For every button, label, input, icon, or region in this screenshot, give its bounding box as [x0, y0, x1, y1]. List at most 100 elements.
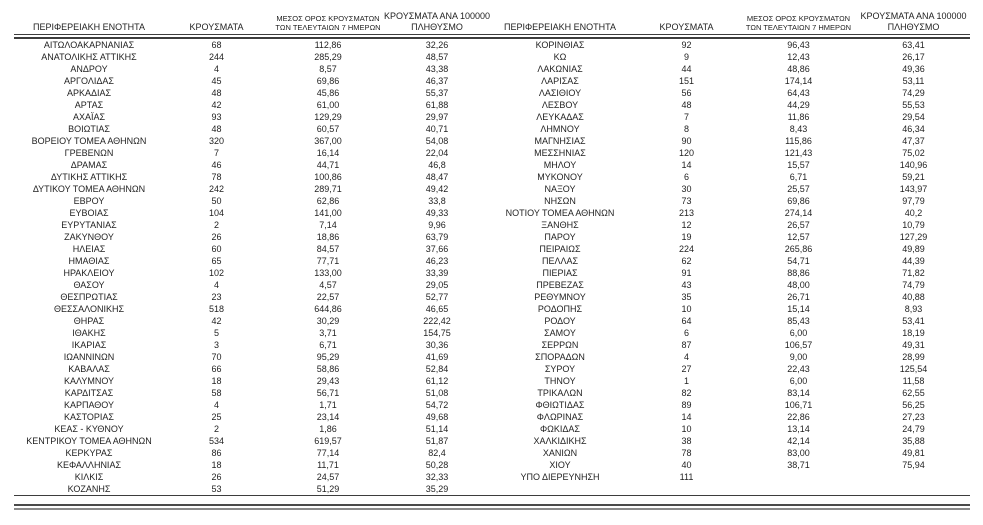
- table-row: ΚΕΑΣ - ΚΥΘΝΟΥ 2 1,86 51,14 ΦΩΚΙΔΑΣ 10 13,14 24,…: [14, 423, 970, 435]
- cell-per100k: 54,08: [425, 136, 449, 146]
- cell-avg7: 11,86: [787, 112, 810, 122]
- cell-region: ΚΑΣΤΟΡΙΑΣ: [64, 412, 114, 422]
- table-row: ΚΕΦΑΛΛΗΝΙΑΣ 18 11,71 50,28 ΧΙΟΥ 40 38,71 75,94: [14, 459, 970, 471]
- cell-avg7: 1,71: [319, 400, 337, 410]
- table-row: ΚΑΛΥΜΝΟΥ 18 29,43 61,12 ΤΗΝΟΥ 1 6,00 11,58: [14, 375, 970, 387]
- cell-region: ΧΑΝΙΩΝ: [542, 448, 578, 458]
- cell-cases: 38: [681, 436, 692, 446]
- cell-avg7: 83,14: [787, 388, 810, 398]
- cell-region: ΚΑΛΥΜΝΟΥ: [63, 376, 115, 386]
- cell-per100k: 51,14: [425, 424, 449, 434]
- cell-per100k: 82,4: [428, 448, 446, 458]
- cell-cases: 14: [681, 412, 692, 422]
- cell-cases: 50: [211, 196, 222, 206]
- cell-cases: 7: [213, 148, 219, 158]
- cell-per100k: 61,12: [425, 376, 449, 386]
- header-region-left: ΠΕΡΙΦΕΡΕΙΑΚΗ ΕΝΟΤΗΤΑ: [14, 8, 164, 34]
- cell-cases: 35: [681, 292, 692, 302]
- cell-avg7: 7,14: [319, 220, 337, 230]
- cell-cases: 48: [681, 100, 692, 110]
- cell-region: ΙΘΑΚΗΣ: [72, 328, 106, 338]
- cell-cases: 89: [681, 400, 692, 410]
- cell-avg7: 274,14: [784, 208, 813, 218]
- cell-cases: 7: [683, 112, 689, 122]
- table-row: ΕΥΡΥΤΑΝΙΑΣ 2 7,14 9,96 ΞΑΝΘΗΣ 12 26,57 10,79: [14, 219, 970, 231]
- cell-region: ΕΒΡΟΥ: [73, 196, 105, 206]
- header-region-label: ΠΕΡΙΦΕΡΕΙΑΚΗ ΕΝΟΤΗΤΑ: [503, 21, 617, 32]
- cell-per100k: 46,65: [425, 304, 449, 314]
- cell-per100k: 9,96: [428, 220, 446, 230]
- cell-per100k: 41,69: [425, 352, 449, 362]
- cell-cases: 6: [683, 328, 689, 338]
- cell-region: ΒΟΙΩΤΙΑΣ: [68, 124, 110, 134]
- cell-avg7: [740, 471, 857, 483]
- cell-region: ΗΡΑΚΛΕΙΟΥ: [63, 268, 115, 278]
- header-region-right: ΠΕΡΙΦΕΡΕΙΑΚΗ ΕΝΟΤΗΤΑ: [487, 8, 633, 34]
- cell-cases: 92: [681, 40, 692, 50]
- cell-cases: 320: [208, 136, 225, 146]
- cell-per100k: 55,53: [902, 100, 925, 110]
- cell-cases: 8: [683, 124, 689, 134]
- cell-per100k: 37,66: [425, 244, 449, 254]
- cell-avg7: 77,71: [316, 256, 340, 266]
- table-row: ΙΘΑΚΗΣ 5 3,71 154,75 ΣΑΜΟΥ 6 6,00 18,19: [14, 327, 970, 339]
- cell-cases: 518: [208, 304, 225, 314]
- cell-avg7: 61,00: [316, 100, 340, 110]
- table-row: ΖΑΚΥΝΘΟΥ 26 18,86 63,79 ΠΑΡΟΥ 19 12,57 127,29: [14, 231, 970, 243]
- cell-per100k: 49,89: [902, 244, 925, 254]
- cell-per100k: 46,34: [902, 124, 925, 134]
- cell-avg7: 69,86: [787, 196, 810, 206]
- cell-region: ΑΡΓΟΛΙΔΑΣ: [64, 76, 114, 86]
- cell-per100k: 32,26: [425, 40, 449, 50]
- cell-region: ΣΕΡΡΩΝ: [541, 340, 579, 350]
- table-row: ΚΑΣΤΟΡΙΑΣ 25 23,14 49,68 ΦΛΩΡΙΝΑΣ 14 22,86 27,2…: [14, 411, 970, 423]
- cell-avg7: 30,29: [316, 316, 340, 326]
- cell-per100k: 29,54: [902, 112, 925, 122]
- cell-region: ΠΑΡΟΥ: [544, 232, 576, 242]
- cell-cases: 78: [211, 172, 222, 182]
- cell-per100k: 56,25: [902, 400, 925, 410]
- table-row: ΔΡΑΜΑΣ 46 44,71 46,8 ΜΗΛΟΥ 14 15,57 140,96: [14, 159, 970, 171]
- cell-avg7: 12,43: [787, 52, 810, 62]
- cell-per100k: 97,79: [902, 196, 925, 206]
- cell-region: ΘΕΣΣΑΛΟΝΙΚΗΣ: [53, 304, 125, 314]
- header-per100k-left: ΚΡΟΥΣΜΑΤΑ ΑΝΑ 100000 ΠΛΗΘΥΣΜΟ: [384, 8, 490, 34]
- cell-region: ΥΠΟ ΔΙΕΡΕΥΝΗΣΗ: [520, 472, 600, 482]
- cell-cases: 23: [211, 292, 222, 302]
- table-row: ΑΡΤΑΣ 42 61,00 61,88 ΛΕΣΒΟΥ 48 44,29 55,53: [14, 99, 970, 111]
- cell-region: ΑΝΔΡΟΥ: [70, 64, 108, 74]
- cell-region: ΑΧΑΪΑΣ: [72, 112, 106, 122]
- cell-cases: 242: [208, 184, 225, 194]
- cell-cases: 78: [681, 448, 692, 458]
- header-per100k-line1: ΚΡΟΥΣΜΑΤΑ ΑΝΑ 100000: [384, 11, 490, 21]
- cell-avg7: 44,71: [316, 160, 340, 170]
- cell-per100k: 24,79: [902, 424, 925, 434]
- cell-region: ΛΑΣΙΘΙΟΥ: [538, 88, 582, 98]
- table-row: ΚΑΒΑΛΑΣ 66 58,86 52,84 ΣΥΡΟΥ 27 22,43 125,54: [14, 363, 970, 375]
- table-row: ΑΡΓΟΛΙΔΑΣ 45 69,86 46,37 ΛΑΡΙΣΑΣ 151 174,14 53,…: [14, 75, 970, 87]
- cell-per100k: 35,29: [425, 484, 449, 494]
- cell-per100k: 74,79: [902, 280, 925, 290]
- table-row: ΚΕΝΤΡΙΚΟΥ ΤΟΜΕΑ ΑΘΗΝΩΝ 534 619,57 51,87 ΧΑΛΚ…: [14, 435, 970, 447]
- cell-per100k: 40,88: [902, 292, 925, 302]
- cell-avg7: 51,29: [316, 484, 340, 494]
- cell-avg7: [740, 483, 857, 495]
- header-avg7-line2: ΤΩΝ ΤΕΛΕΥΤΑΙΩΝ 7 ΗΜΕΡΩΝ: [745, 23, 852, 32]
- cell-cases: 18: [211, 460, 222, 470]
- cell-region: ΚΟΡΙΝΘΙΑΣ: [535, 40, 585, 50]
- cell-avg7: 112,86: [314, 40, 342, 50]
- cell-avg7: 83,00: [787, 448, 810, 458]
- cell-avg7: 69,86: [316, 76, 340, 86]
- cell-avg7: 4,57: [319, 280, 337, 290]
- cell-per100k: 27,23: [902, 412, 925, 422]
- header-per100k-right: ΚΡΟΥΣΜΑΤΑ ΑΝΑ 100000 ΠΛΗΘΥΣΜΟ: [857, 8, 970, 34]
- cell-region: ΖΑΚΥΝΘΟΥ: [64, 232, 114, 242]
- cell-avg7: 60,57: [316, 124, 340, 134]
- cell-per100k: 43,38: [425, 64, 449, 74]
- cell-cases: 60: [211, 244, 222, 254]
- cell-per100k: 61,88: [425, 100, 449, 110]
- table-row: ΔΥΤΙΚΟΥ ΤΟΜΕΑ ΑΘΗΝΩΝ 242 289,71 49,42 ΝΑΞΟΥ 3…: [14, 183, 970, 195]
- cell-per100k: 222,42: [423, 316, 451, 326]
- cell-region: ΑΙΤΩΛΟΑΚΑΡΝΑΝΙΑΣ: [43, 40, 135, 50]
- cell-cases: 42: [211, 316, 222, 326]
